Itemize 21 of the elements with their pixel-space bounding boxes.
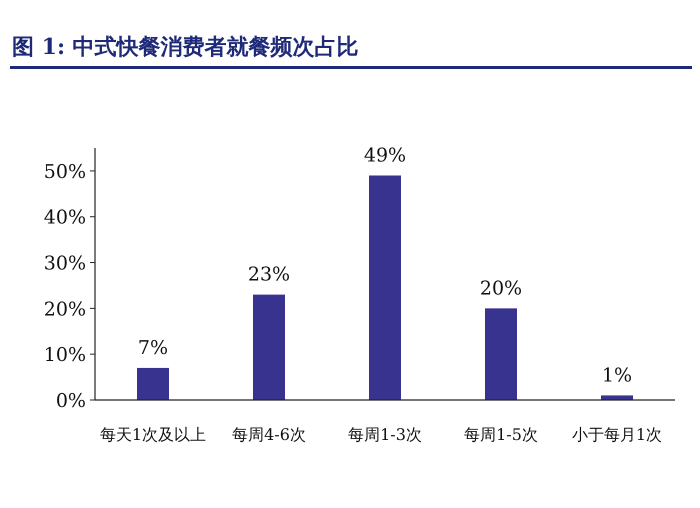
bar [369,175,401,400]
y-tick-label: 30% [44,252,86,275]
data-label: 49% [364,144,406,166]
data-label: 20% [480,277,522,300]
bar [253,294,285,400]
x-tick-label: 每周4-6次 [232,425,306,444]
x-tick-label: 每天1次及以上 [100,425,206,444]
data-label: 1% [602,364,632,386]
x-tick-label: 小于每月1次 [572,425,662,444]
chart-title: 图 1: 中式快餐消费者就餐频次占比 [12,34,359,60]
bar [485,308,517,400]
x-tick-label: 每周1-5次 [464,425,538,444]
y-tick-label: 40% [44,206,86,229]
bar [137,368,169,400]
y-tick-label: 20% [44,298,86,320]
y-tick-label: 50% [44,160,86,183]
data-label: 23% [248,264,290,286]
y-tick-label: 10% [44,344,86,366]
data-label: 7% [138,336,168,359]
y-tick-label: 0% [56,390,86,412]
x-tick-label: 每周1-3次 [348,425,422,444]
